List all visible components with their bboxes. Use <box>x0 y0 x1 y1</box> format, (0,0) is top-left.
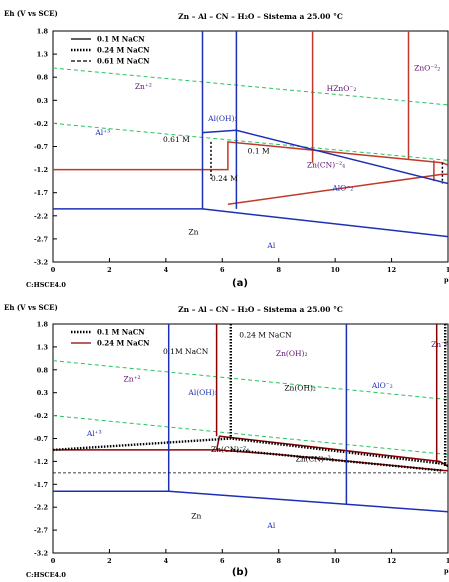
x-tick-label: 0 <box>51 557 56 565</box>
x-tick-label: 4 <box>164 557 169 565</box>
x-axis-label: pH <box>444 567 449 575</box>
plot-area: Zn⁺² Al⁺³ Al(OH)₃ HZnO⁻₂ ZnO⁻²₂ Zn(CN)⁻²₄ AlO⁻… <box>53 31 448 250</box>
boundary-line <box>53 141 448 171</box>
x-tick-label: 10 <box>331 557 341 565</box>
water-stability-line <box>53 67 448 106</box>
x-tick-label: 4 <box>164 266 169 274</box>
y-tick-label: -0.2 <box>34 412 48 420</box>
species-label: Al(OH)₃ <box>207 114 237 123</box>
boundary-line <box>202 129 448 185</box>
y-tick-label: 0.3 <box>37 97 49 105</box>
species-label: 0.61 M <box>163 135 190 144</box>
y-tick-label: -1.2 <box>34 166 48 174</box>
panel-b: Zn – Al – CN – H₂O – Sistema a 25.00 °C E… <box>4 303 449 579</box>
species-label: Zn(CN)⁻²₄ <box>211 445 249 454</box>
species-label: Al⁺³ <box>94 128 110 137</box>
x-tick-label: 12 <box>387 266 396 274</box>
species-label: Zn <box>191 512 201 521</box>
y-tick-label: -2.2 <box>34 504 48 512</box>
water-stability-line <box>53 122 448 161</box>
chart-title: Zn – Al – CN – H₂O – Sistema a 25.00 °C <box>178 12 343 21</box>
species-label: Al(OH)₃ <box>187 388 217 397</box>
x-tick-label: 1 <box>446 557 449 565</box>
boundary-line <box>230 448 443 472</box>
species-label: AlO⁻₂ <box>371 381 393 390</box>
x-axis-label: pH <box>444 276 449 284</box>
legend-label: 0.24 M NaCN <box>97 339 150 348</box>
panel-label: (a) <box>232 278 248 289</box>
legend-label: 0.1 M NaCN <box>97 328 145 337</box>
species-label: ZnO⁻²₂ <box>414 63 440 72</box>
y-tick-label: -3.2 <box>34 259 48 267</box>
y-tick-label: -1.7 <box>34 481 48 489</box>
boundary-line <box>53 435 448 467</box>
boundary-line <box>227 173 448 206</box>
species-label: Zn(CN)⁻²₄ <box>296 454 334 463</box>
x-tick-label: 6 <box>220 266 225 274</box>
species-label: AlO⁻₂ <box>331 183 353 192</box>
species-label: Zn⁺² <box>124 374 141 383</box>
species-label: Al⁺³ <box>86 429 102 438</box>
species-label: 0.24 M NaCN <box>239 331 292 340</box>
y-tick-label: 1.8 <box>37 28 49 36</box>
boundary-line <box>202 208 448 238</box>
plot-frame <box>52 323 449 554</box>
species-label: Al <box>266 241 275 250</box>
species-label: 0.24 M <box>211 174 238 183</box>
species-label: Zn(OH)₂ <box>276 349 308 358</box>
y-tick-label: 1.8 <box>37 321 49 329</box>
species-label: Zn <box>188 227 198 236</box>
boundary-line <box>53 437 448 468</box>
y-tick-label: -1.7 <box>34 189 48 197</box>
y-tick-label: 1.3 <box>37 51 49 59</box>
y-tick-label: -2.2 <box>34 212 48 220</box>
legend-label: 0.1 M NaCN <box>97 35 145 44</box>
y-tick-label: 1.3 <box>37 343 49 351</box>
species-label: Al <box>266 521 275 530</box>
water-stability-line <box>53 415 448 456</box>
y-tick-label: -3.2 <box>34 550 48 558</box>
x-tick-label: 10 <box>331 266 341 274</box>
panel-label: (b) <box>232 567 248 578</box>
y-tick-label: -2.7 <box>34 527 48 535</box>
y-tick-label: 0.3 <box>37 389 49 397</box>
y-tick-label: 0.8 <box>37 366 49 374</box>
footer-label: C:HSCE4.0 <box>26 281 66 289</box>
species-label: Zn⁻²₂ <box>431 340 449 349</box>
boundary-line <box>53 324 170 492</box>
y-tick-label: -2.7 <box>34 235 48 243</box>
y-axis-label: Eh (V vs SCE) <box>4 303 58 312</box>
y-axis-label: Eh (V vs SCE) <box>4 9 58 18</box>
panel-a: Zn – Al – CN – H₂O – Sistema a 25.00 °C E… <box>4 9 449 289</box>
y-tick-label: -0.2 <box>34 120 48 128</box>
x-tick-label: 2 <box>107 266 112 274</box>
plot-area: Zn⁺² Al⁺³ 0.1M NaCN 0.24 M NaCN Zn(OH)₂ Al(OH… <box>53 324 449 530</box>
boundary-line <box>168 490 448 513</box>
x-tick-label: 12 <box>387 557 396 565</box>
species-label: HZnO⁻₂ <box>327 84 357 93</box>
x-tick-label: 2 <box>107 557 112 565</box>
species-label: Zn⁺² <box>135 82 152 91</box>
legend-label: 0.61 M NaCN <box>97 57 150 66</box>
x-tick-label: 8 <box>276 557 281 565</box>
y-tick-label: -0.7 <box>34 143 48 151</box>
x-tick-label: 6 <box>220 557 225 565</box>
chart-title: Zn – Al – CN – H₂O – Sistema a 25.00 °C <box>178 305 343 314</box>
species-label: Zn(OH)₂ <box>284 383 316 392</box>
x-tick-label: 8 <box>276 266 281 274</box>
footer-label: C:HSCE4.0 <box>26 571 66 579</box>
species-label: Zn(CN)⁻²₄ <box>307 160 345 169</box>
water-stability-line <box>53 360 448 401</box>
boundary-line <box>216 449 448 472</box>
y-tick-label: 0.8 <box>37 74 49 82</box>
legend-label: 0.24 M NaCN <box>97 46 150 55</box>
y-tick-label: -1.2 <box>34 458 48 466</box>
x-tick-label: 0 <box>51 266 56 274</box>
x-tick-label: 1 <box>446 266 449 274</box>
species-label: 0.1M NaCN <box>163 347 209 356</box>
y-tick-label: -0.7 <box>34 435 48 443</box>
species-label: 0.1 M <box>248 146 270 155</box>
